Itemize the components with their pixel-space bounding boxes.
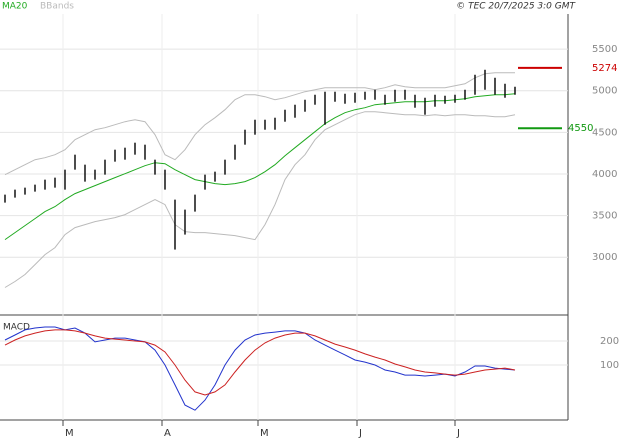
ma20-line xyxy=(4,93,516,241)
x-tick-label: M xyxy=(260,428,269,439)
x-tick-label: J xyxy=(358,428,362,439)
y-tick-label: 5500 xyxy=(592,44,617,55)
macd-line xyxy=(4,326,516,411)
x-tick-label: A xyxy=(164,428,171,439)
y-tick-label: 200 xyxy=(600,336,619,347)
y-tick-label: 100 xyxy=(600,360,619,371)
y-tick-label: 4500 xyxy=(592,127,617,138)
y-tick-label: 3500 xyxy=(592,211,617,222)
bband-upper xyxy=(4,72,515,176)
level-label: 4550 xyxy=(568,123,593,134)
x-tick-label: J xyxy=(456,428,460,439)
macd-line xyxy=(4,329,516,396)
level-label: 5274 xyxy=(592,63,617,74)
macd-title: MACD xyxy=(3,323,30,333)
legend-bbands: BBands xyxy=(40,2,74,12)
copyright: © TEC 20/7/2025 3:0 GMT xyxy=(456,2,576,12)
bband-lower xyxy=(4,111,516,288)
y-tick-label: 5000 xyxy=(592,86,617,97)
x-tick-label: M xyxy=(65,428,74,439)
y-tick-label: 3000 xyxy=(592,252,617,263)
y-tick-label: 4000 xyxy=(592,169,617,180)
legend-ma20: MA20 xyxy=(2,2,28,12)
